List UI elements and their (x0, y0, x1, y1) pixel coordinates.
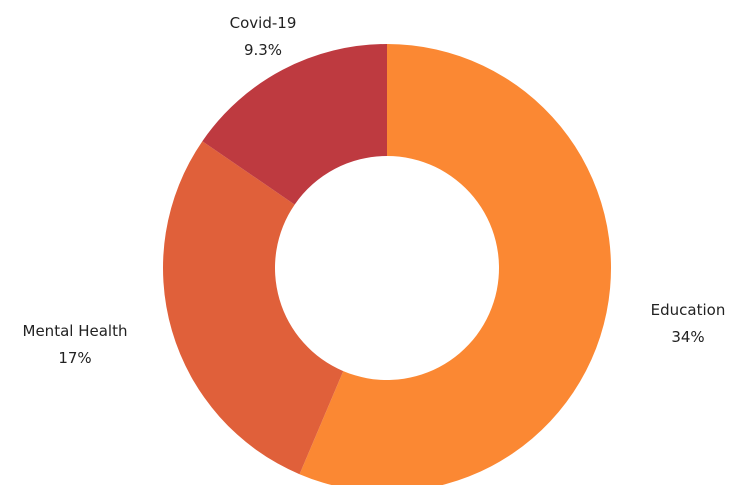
slice-education (299, 44, 611, 485)
slice-label-name: Education (651, 301, 726, 319)
slice-label-name: Covid-19 (230, 14, 297, 32)
slice-label-value: 17% (58, 349, 91, 367)
slice-label-mental-health: Mental Health 17% (23, 322, 128, 367)
slice-covid-19 (202, 44, 387, 205)
slice-mental-health (162, 141, 344, 475)
slice-label-value: 34% (671, 328, 704, 346)
slice-label-education: Education 34% (651, 301, 726, 346)
slice-label-value: 9.3% (244, 41, 282, 59)
slice-label-covid-19: Covid-19 9.3% (230, 14, 297, 59)
slices-layer (162, 44, 611, 485)
slice-label-name: Mental Health (23, 322, 128, 340)
